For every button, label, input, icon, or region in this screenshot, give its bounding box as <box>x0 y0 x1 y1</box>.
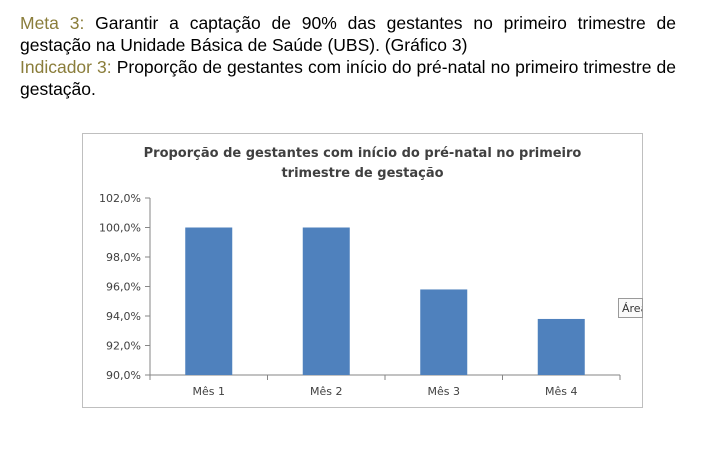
chart-title-line-1: Proporção de gestantes com início do pré… <box>143 146 582 161</box>
indicator-text: Proporção de gestantes com início do pré… <box>20 57 676 99</box>
chart-area[interactable]: Proporção de gestantes com início do pré… <box>82 133 643 408</box>
meta-text: Garantir a captação de 90% das gestantes… <box>20 13 676 55</box>
chart-title: Proporção de gestantes com início do pré… <box>83 144 642 184</box>
meta-label: Meta 3: <box>20 13 85 33</box>
indicator-paragraph: Indicador 3: Proporção de gestantes com … <box>20 56 676 100</box>
chart-area-tooltip: Área <box>618 298 643 318</box>
indicator-label: Indicador 3: <box>20 57 112 77</box>
meta-paragraph: Meta 3: Garantir a captação de 90% das g… <box>20 12 676 56</box>
chart-title-line-2: trimestre de gestação <box>281 166 444 181</box>
text-block: Meta 3: Garantir a captação de 90% das g… <box>20 12 676 100</box>
